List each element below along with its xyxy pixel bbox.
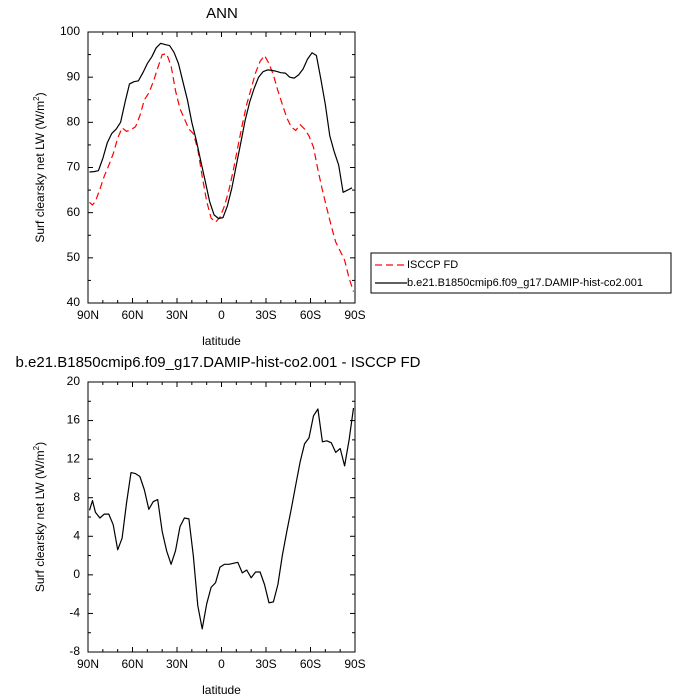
y-tick-label: 12 (67, 451, 81, 465)
y-tick-label: 50 (67, 250, 81, 264)
x-tick-label: 90S (344, 308, 365, 322)
x-tick-label: 90N (77, 308, 99, 322)
y-axis-label-superscript: 2 (32, 445, 41, 450)
y-axis-label: Surf clearsky net LW (W/m2) (32, 92, 47, 242)
x-axis-label: latitude (202, 334, 241, 348)
x-tick-label: 90N (77, 657, 99, 671)
y-tick-label: 90 (67, 69, 81, 83)
x-tick-label: 0 (218, 308, 225, 322)
plot-frame (87, 381, 356, 653)
x-tick-label: 0 (218, 657, 225, 671)
legend-box (370, 252, 672, 294)
y-tick-label: -4 (69, 606, 80, 620)
y-axis-label-close: ) (33, 442, 47, 446)
y-tick-label: 0 (73, 567, 80, 581)
x-tick-label: 90S (344, 657, 365, 671)
x-tick-label: 30N (166, 308, 188, 322)
y-tick-label: 70 (67, 160, 81, 174)
y-tick-label: -8 (69, 644, 80, 658)
y-axis-label-main: Surf clearsky net LW (W/m (33, 101, 47, 243)
chart-title: ANN (206, 5, 238, 22)
top-chart-panel: ANN 90N 60N 30N 0 30S 60S 90S 40 50 60 70 80 90 100 lat… (32, 5, 672, 348)
y-axis-label-main: Surf clearsky net LW (W/m (33, 450, 47, 592)
y-tick-label: 16 (67, 413, 81, 427)
y-tick-label: 40 (67, 295, 81, 309)
x-tick-label: 60N (121, 657, 143, 671)
x-tick-label: 30S (255, 657, 276, 671)
x-tick-label: 30S (255, 308, 276, 322)
legend-label-1: b.e21.B1850cmip6.f09_g17.DAMIP-hist-co2.… (407, 277, 643, 289)
series-line-0 (88, 407, 355, 630)
series-line-0 (89, 53, 355, 292)
y-tick-label: 8 (73, 490, 80, 504)
y-axis-label-superscript: 2 (32, 96, 41, 101)
bottom-chart-panel: b.e21.B1850cmip6.f09_g17.DAMIP-hist-co2.… (16, 354, 421, 697)
y-tick-label: 100 (60, 24, 80, 38)
legend-label-0: ISCCP FD (407, 259, 458, 271)
chart-title: b.e21.B1850cmip6.f09_g17.DAMIP-hist-co2.… (16, 354, 421, 371)
x-tick-label: 60N (121, 308, 143, 322)
x-tick-label: 60S (300, 657, 321, 671)
y-tick-label: 80 (67, 115, 81, 129)
y-tick-label: 4 (73, 528, 80, 542)
y-tick-label: 20 (67, 374, 81, 388)
y-tick-label: 60 (67, 205, 81, 219)
x-tick-label: 60S (300, 308, 321, 322)
plot-frame (87, 31, 356, 304)
y-axis-label-close: ) (33, 92, 47, 96)
series-line-1 (89, 42, 353, 220)
x-axis-label: latitude (202, 683, 241, 697)
y-axis-label: Surf clearsky net LW (W/m2) (32, 442, 47, 592)
x-tick-label: 30N (166, 657, 188, 671)
